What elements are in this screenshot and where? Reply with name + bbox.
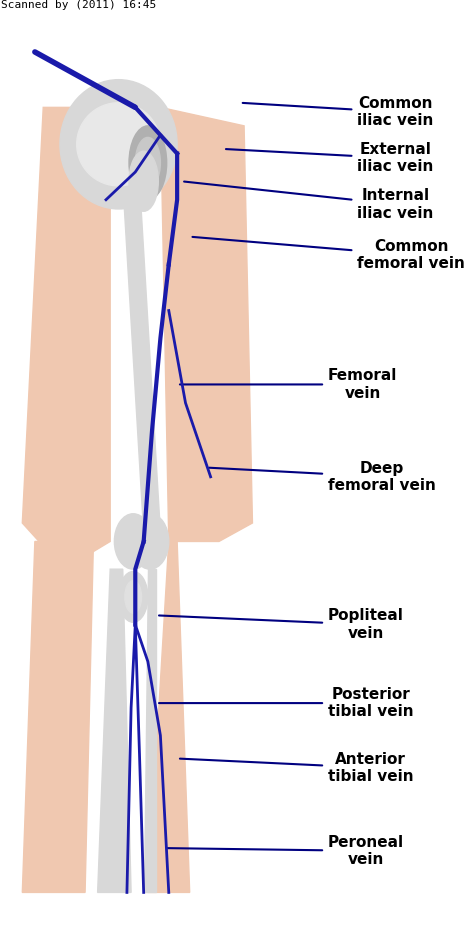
Text: Popliteal
vein: Popliteal vein: [159, 608, 404, 641]
Text: Peroneal
vein: Peroneal vein: [167, 835, 404, 867]
Text: Posterior
tibial vein: Posterior tibial vein: [159, 687, 413, 719]
Polygon shape: [148, 541, 190, 892]
Text: Scanned by (2011) 16:45: Scanned by (2011) 16:45: [1, 0, 156, 10]
Text: Anterior
tibial vein: Anterior tibial vein: [180, 752, 413, 784]
Text: Common
iliac vein: Common iliac vein: [243, 96, 433, 128]
Text: Common
femoral vein: Common femoral vein: [192, 237, 465, 272]
Ellipse shape: [60, 80, 177, 209]
Polygon shape: [22, 541, 93, 892]
Ellipse shape: [129, 151, 158, 212]
Polygon shape: [144, 569, 156, 892]
Ellipse shape: [118, 572, 148, 622]
Polygon shape: [22, 107, 110, 569]
Text: Deep
femoral vein: Deep femoral vein: [209, 461, 436, 493]
Polygon shape: [123, 181, 160, 532]
Ellipse shape: [131, 514, 169, 569]
Ellipse shape: [125, 581, 142, 613]
Ellipse shape: [114, 514, 152, 569]
Polygon shape: [98, 569, 131, 892]
Text: Internal
iliac vein: Internal iliac vein: [184, 181, 433, 221]
Text: Femoral
vein: Femoral vein: [180, 368, 397, 400]
Ellipse shape: [77, 102, 160, 186]
Ellipse shape: [129, 126, 167, 199]
Ellipse shape: [135, 137, 160, 188]
Text: External
iliac vein: External iliac vein: [226, 142, 433, 174]
Polygon shape: [160, 107, 253, 541]
